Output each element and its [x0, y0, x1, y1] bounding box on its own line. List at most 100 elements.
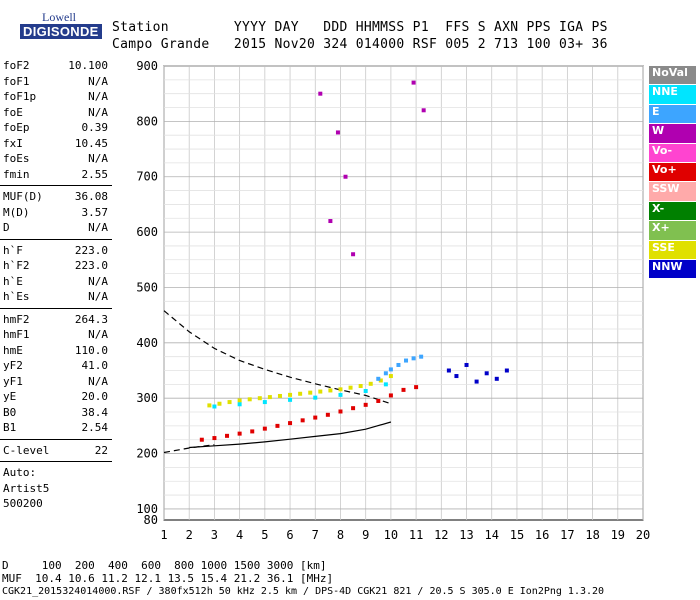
point-SSE — [277, 393, 282, 398]
auto-l1: Auto: — [3, 466, 37, 479]
param-value: N/A — [88, 290, 108, 303]
curve-low-dashed — [163, 444, 215, 454]
param-name: h`Es — [3, 290, 30, 303]
param-row: yF1 N/A — [0, 374, 112, 390]
x-tick-label: 16 — [535, 528, 549, 542]
param-name: foE — [3, 105, 23, 119]
x-tick-label: 18 — [585, 528, 599, 542]
point-W — [343, 174, 348, 179]
y-tick-label: 100 — [136, 502, 158, 516]
point-Vo+ — [262, 426, 267, 431]
y-tick-label: 200 — [136, 447, 158, 461]
param-name: yF2 — [3, 359, 23, 372]
param-row: hmF2 264.3 — [0, 312, 112, 328]
param-value: 10.100 — [68, 59, 108, 72]
point-NNW — [446, 368, 451, 373]
parameter-panel: foF2 10.100 foF1 N/A foF1p N/A foE N/A foEp 0.39 f… — [0, 58, 112, 512]
x-tick-label: 20 — [636, 528, 650, 542]
x-tick-label: 2 — [186, 528, 193, 542]
param-row: h`F 223.0 — [0, 243, 112, 259]
point-W — [421, 108, 426, 113]
param-name: foEp — [3, 121, 30, 134]
y-tick-label: 500 — [136, 280, 158, 294]
param-row: hmF1 N/A — [0, 327, 112, 343]
point-W — [351, 252, 356, 257]
param-name: M(D) — [3, 205, 30, 219]
x-tick-label: 13 — [459, 528, 473, 542]
point-Vo+ — [225, 433, 230, 438]
param-name: foEs — [3, 152, 30, 165]
legend-item: NNW — [649, 259, 696, 279]
param-name: foF1 — [3, 74, 30, 88]
point-Vo+ — [363, 402, 368, 407]
x-tick-label: 4 — [236, 528, 243, 542]
param-name: foF1p — [3, 90, 37, 103]
param-name: D — [3, 221, 10, 234]
param-value: 22 — [94, 443, 108, 457]
param-value: N/A — [88, 328, 108, 341]
legend: NoVal NNE E W Vo- Vo+ SSW X- X+ SSE NNW — [649, 66, 696, 279]
legend-item: W — [649, 124, 696, 143]
param-row: foE N/A — [0, 105, 112, 121]
point-NNE — [313, 395, 318, 400]
param-value: N/A — [88, 152, 108, 165]
param-value: 2.55 — [81, 167, 109, 181]
plot-frame — [163, 65, 644, 521]
param-name: hmF2 — [3, 312, 30, 326]
point-NNE — [288, 397, 293, 402]
point-Vo+ — [338, 409, 343, 414]
param-row: hmE 110.0 — [0, 343, 112, 359]
x-tick-label: 17 — [560, 528, 574, 542]
point-Vo+ — [376, 398, 381, 403]
param-value: 10.45 — [74, 136, 108, 150]
x-tick-label: 7 — [312, 528, 319, 542]
logo-line1: Lowell — [42, 10, 76, 24]
point-NNE — [237, 402, 242, 407]
point-Vo+ — [325, 412, 330, 417]
x-tick-label: 10 — [384, 528, 398, 542]
point-W — [411, 80, 416, 85]
param-row: h`F2 223.0 — [0, 258, 112, 274]
param-row: MUF(D) 36.08 — [0, 189, 112, 205]
point-SSE — [298, 391, 303, 396]
param-value: N/A — [88, 374, 108, 388]
param-row: B1 2.54 — [0, 420, 112, 436]
x-tick-label: 8 — [337, 528, 344, 542]
param-name: hmE — [3, 343, 23, 357]
x-tick-label: 9 — [362, 528, 369, 542]
lowell-digisonde-logo: Lowell DIGISONDE — [4, 10, 109, 44]
param-value: 2.54 — [81, 421, 109, 434]
x-tick-label: 1 — [160, 528, 167, 542]
point-Vo+ — [313, 415, 318, 420]
header-labels: Station YYYY DAY DDD HHMMSS P1 FFS S AXN… — [112, 20, 608, 35]
point-SSE — [308, 390, 313, 395]
y-bottom-label: 80 — [144, 513, 158, 527]
point-NNW — [484, 371, 489, 376]
param-row: foEp 0.39 — [0, 120, 112, 136]
point-E — [376, 376, 381, 381]
legend-item: NoVal — [649, 66, 696, 85]
y-tick-label: 300 — [136, 391, 158, 405]
auto-l3: 500200 — [3, 497, 43, 510]
point-Vo+ — [275, 423, 280, 428]
y-tick-label: 700 — [136, 170, 158, 184]
point-NNE — [338, 392, 343, 397]
footer-distance-row: D 100 200 400 600 800 1000 1500 3000 [km… — [2, 559, 327, 572]
header-values: Campo Grande 2015 Nov20 324 014000 RSF 0… — [112, 37, 608, 52]
point-SSE — [227, 400, 232, 405]
point-NNE — [212, 404, 217, 409]
point-SSE — [348, 385, 353, 390]
param-row: foF2 10.100 — [0, 58, 112, 74]
point-E — [419, 354, 424, 359]
curve-virtual-height-dashed — [163, 310, 392, 405]
footer-file-info: CGK21_2015324014000.RSF / 380fx512h 50 k… — [2, 586, 605, 597]
point-SSE — [318, 389, 323, 394]
param-value: 36.08 — [74, 190, 108, 203]
x-tick-label: 15 — [510, 528, 524, 542]
point-W — [328, 219, 333, 224]
param-value: 223.0 — [74, 259, 108, 272]
param-value: N/A — [88, 274, 108, 288]
point-NNE — [363, 388, 368, 393]
param-value: N/A — [88, 74, 108, 88]
